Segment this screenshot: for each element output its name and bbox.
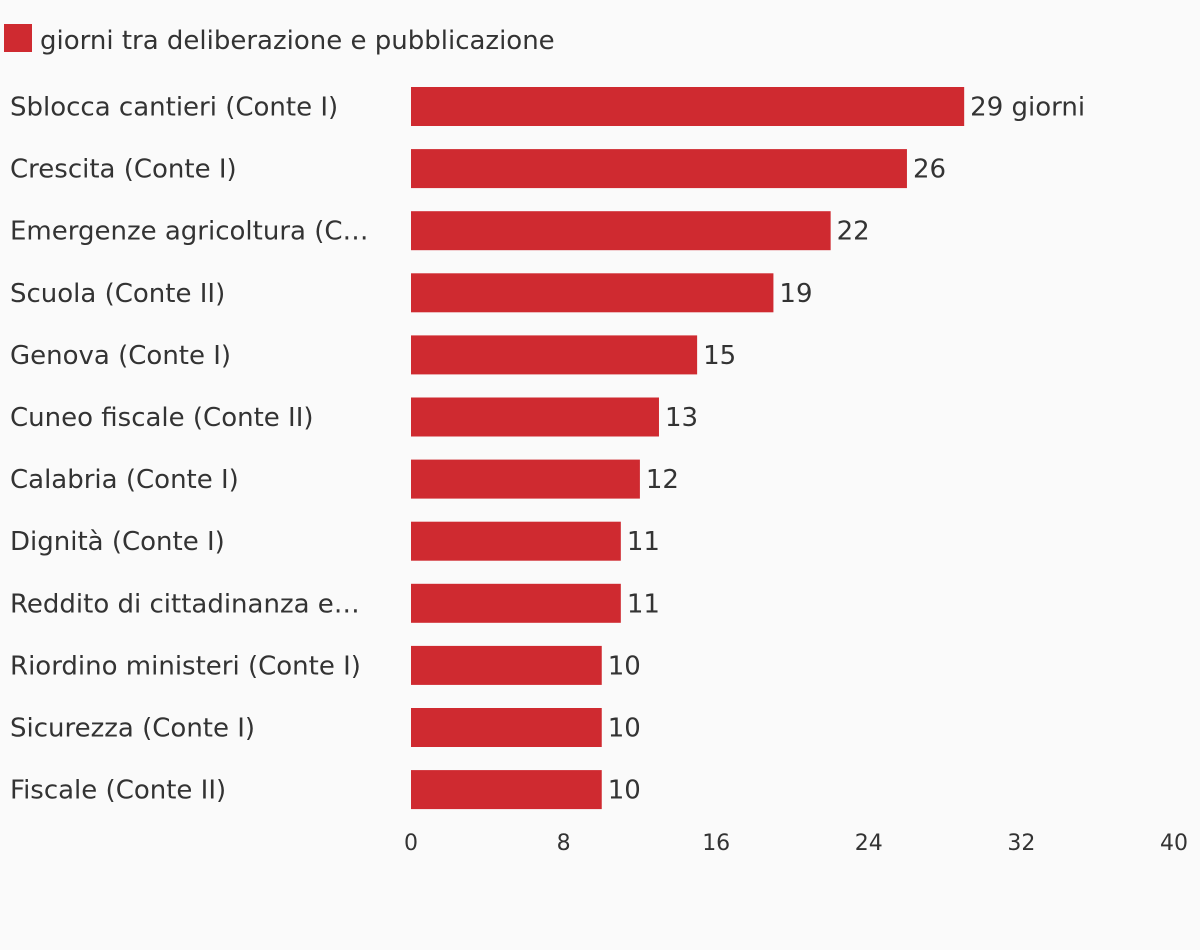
value-label-3: 19 bbox=[779, 279, 812, 309]
x-tick-label-1: 8 bbox=[557, 831, 571, 856]
value-label-9: 10 bbox=[608, 651, 641, 681]
bar-0 bbox=[411, 87, 965, 126]
x-tick-label-0: 0 bbox=[404, 831, 418, 856]
bar-10 bbox=[411, 708, 602, 747]
bar-1 bbox=[411, 149, 907, 189]
value-label-4: 15 bbox=[703, 341, 736, 371]
x-tick-label-2: 16 bbox=[702, 831, 730, 856]
x-tick-label-5: 40 bbox=[1160, 831, 1188, 856]
category-label-8: Reddito di cittadinanza e… bbox=[10, 589, 360, 619]
bars-layer bbox=[411, 87, 965, 810]
legend-swatch bbox=[4, 24, 32, 52]
bar-7 bbox=[411, 521, 621, 561]
value-label-7: 11 bbox=[627, 527, 660, 557]
category-label-7: Dignità (Conte I) bbox=[10, 527, 225, 557]
category-labels: Sblocca cantieri (Conte I) Crescita (Cont… bbox=[10, 93, 369, 806]
value-label-5: 13 bbox=[665, 403, 698, 433]
category-label-10: Sicurezza (Conte I) bbox=[10, 714, 255, 744]
bar-8 bbox=[411, 583, 621, 623]
category-label-6: Calabria (Conte I) bbox=[10, 465, 239, 495]
value-label-1: 26 bbox=[913, 155, 946, 185]
category-label-3: Scuola (Conte II) bbox=[10, 279, 225, 309]
value-label-2: 22 bbox=[837, 217, 870, 247]
bar-4 bbox=[411, 335, 698, 375]
legend-label: giorni tra deliberazione e pubblicazione bbox=[40, 26, 555, 56]
x-tick-label-3: 24 bbox=[855, 831, 883, 856]
category-label-5: Cuneo fiscale (Conte II) bbox=[10, 403, 314, 433]
bar-11 bbox=[411, 770, 602, 810]
category-label-0: Sblocca cantieri (Conte I) bbox=[10, 93, 338, 123]
bar-5 bbox=[411, 397, 659, 437]
value-labels: 29 giorni 26 22 19 15 13 12 11 11 10 10 10 bbox=[608, 93, 1085, 806]
value-label-10: 10 bbox=[608, 714, 641, 744]
category-label-11: Fiscale (Conte II) bbox=[10, 776, 226, 806]
value-label-8: 11 bbox=[627, 589, 660, 619]
category-label-1: Crescita (Conte I) bbox=[10, 155, 237, 185]
category-label-9: Riordino ministeri (Conte I) bbox=[10, 651, 361, 681]
bar-9 bbox=[411, 645, 602, 685]
category-label-4: Genova (Conte I) bbox=[10, 341, 231, 371]
legend: giorni tra deliberazione e pubblicazione bbox=[4, 24, 555, 58]
value-label-6: 12 bbox=[646, 465, 679, 495]
bar-3 bbox=[411, 273, 774, 313]
category-label-2: Emergenze agricoltura (C… bbox=[10, 217, 369, 247]
x-tick-label-4: 32 bbox=[1007, 831, 1035, 856]
bar-6 bbox=[411, 459, 640, 499]
value-label-0: 29 giorni bbox=[970, 93, 1085, 123]
bar-2 bbox=[411, 211, 831, 251]
value-label-11: 10 bbox=[608, 776, 641, 806]
x-axis: 0 8 16 24 32 40 bbox=[404, 831, 1188, 856]
